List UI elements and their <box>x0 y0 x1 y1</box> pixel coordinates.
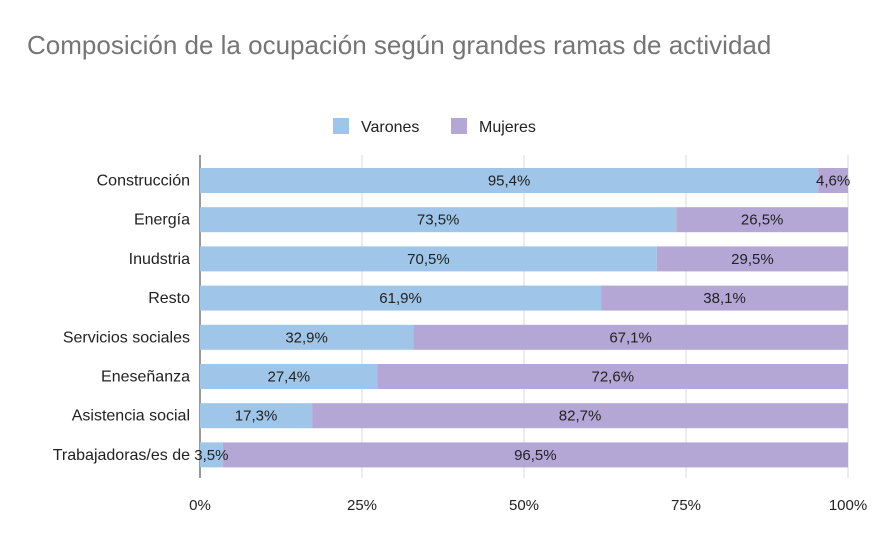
data-label: 73,5% <box>417 212 460 229</box>
data-label: 29,5% <box>731 251 774 268</box>
x-tick-label: 75% <box>671 497 701 514</box>
data-label: 67,1% <box>609 329 652 346</box>
legend: Varones Mujeres <box>333 118 536 136</box>
data-label: 4,6% <box>816 173 850 190</box>
bar-segment-varones[interactable] <box>200 207 677 233</box>
legend-swatch-varones <box>333 118 349 134</box>
x-tick-labels: 0% 25% 50% 75% 100% <box>189 497 867 514</box>
data-label: 38,1% <box>703 290 746 307</box>
legend-swatch-mujeres <box>451 118 467 134</box>
bars <box>200 168 848 468</box>
legend-label-mujeres: Mujeres <box>479 119 536 136</box>
category-label: Trabajadoras/es de <box>53 447 190 464</box>
category-label: Resto <box>148 290 190 307</box>
data-label: 95,4% <box>488 173 531 190</box>
x-tick-label: 0% <box>189 497 211 514</box>
data-label: 61,9% <box>379 290 422 307</box>
data-label: 70,5% <box>407 251 450 268</box>
bar-segment-varones[interactable] <box>200 285 602 311</box>
data-label: 96,5% <box>514 447 557 464</box>
bar-segment-mujeres[interactable] <box>656 246 848 272</box>
category-label: Eneseñanza <box>101 369 190 386</box>
category-label: Energía <box>134 212 190 229</box>
bar-segment-varones[interactable] <box>200 168 819 193</box>
bar-segment-varones[interactable] <box>200 403 313 429</box>
data-label: 72,6% <box>592 369 635 386</box>
data-label: 17,3% <box>235 408 278 425</box>
category-label: Construcción <box>97 173 190 190</box>
category-label: Asistencia social <box>72 408 190 425</box>
bar-segment-varones[interactable] <box>200 324 414 350</box>
bar-segment-varones[interactable] <box>200 364 378 389</box>
data-label: 27,4% <box>268 369 311 386</box>
bar-segment-varones[interactable] <box>200 442 223 468</box>
x-tick-label: 25% <box>347 497 377 514</box>
bar-segment-mujeres[interactable] <box>413 324 848 350</box>
bar-segment-mujeres[interactable] <box>377 364 848 389</box>
data-label: 3,5% <box>194 447 228 464</box>
data-label: 82,7% <box>559 408 602 425</box>
category-label: Servicios sociales <box>63 329 190 346</box>
legend-label-varones: Varones <box>361 119 419 136</box>
x-tick-label: 50% <box>509 497 539 514</box>
chart-title: Composición de la ocupación según grande… <box>27 30 772 60</box>
data-label: 26,5% <box>741 212 784 229</box>
gridlines <box>199 155 849 478</box>
category-labels: Construcción Energía Inudstria Resto Servici… <box>53 173 190 464</box>
bar-segment-mujeres[interactable] <box>601 285 848 311</box>
bar-segment-mujeres[interactable] <box>222 442 848 468</box>
data-label: 32,9% <box>285 329 328 346</box>
data-labels: 95,4% 4,6% 73,5% 26,5% 70,5% 29,5% 61,9% 38,1% 3… <box>194 173 850 464</box>
bar-segment-mujeres[interactable] <box>312 403 848 429</box>
x-tick-label: 100% <box>829 497 867 514</box>
bar-segment-mujeres[interactable] <box>676 207 848 233</box>
bar-segment-mujeres[interactable] <box>818 168 848 193</box>
bar-segment-varones[interactable] <box>200 246 657 272</box>
category-label: Inudstria <box>129 251 190 268</box>
